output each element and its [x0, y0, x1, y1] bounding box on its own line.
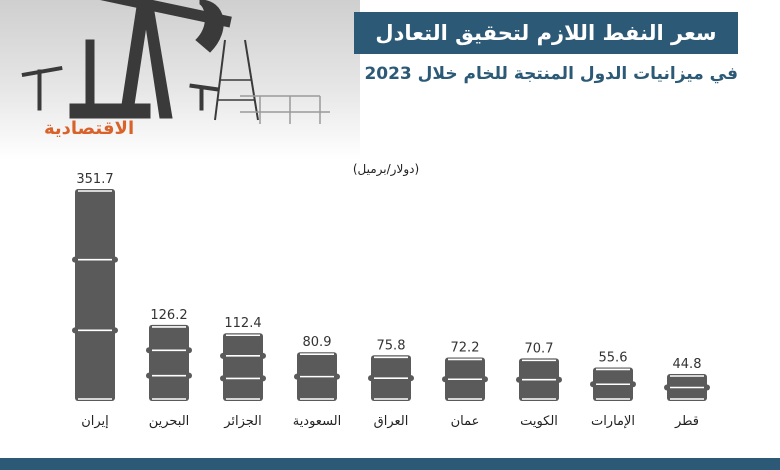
- barrel-hoop-knob: [590, 381, 596, 388]
- category-label: السعودية: [293, 414, 342, 429]
- category-label: العراق: [374, 414, 409, 429]
- category-label: البحرين: [149, 414, 190, 429]
- barrel-bar: [294, 352, 340, 401]
- barrel-bar: [664, 373, 710, 401]
- bar-value-label: 44.8: [673, 357, 702, 372]
- barrel-hoop-knob: [334, 373, 340, 380]
- barrel-body: [223, 333, 263, 401]
- barrel-bar: [442, 357, 488, 401]
- unit-label: (دولار/برميل): [352, 162, 420, 176]
- bar-value-label: 112.4: [224, 316, 261, 331]
- bar-value-label: 72.2: [451, 340, 480, 355]
- barrel-hoop-knob: [664, 384, 670, 391]
- bar-value-label: 55.6: [599, 350, 628, 365]
- barrel-hoop-knob: [186, 372, 192, 379]
- category-label: قطر: [674, 414, 699, 429]
- footer-bar: [0, 458, 780, 470]
- barrel-hoop-knob: [186, 347, 192, 354]
- barrel-hoop-knob: [260, 375, 266, 382]
- bar-value-label: 70.7: [525, 341, 554, 356]
- pumpjack-illustration: [21, 0, 330, 124]
- bar-value-label: 351.7: [76, 172, 113, 187]
- barrel-bar: [590, 367, 636, 401]
- category-label: الجزائر: [223, 414, 262, 429]
- barrel-bar: [220, 333, 266, 401]
- oil-field-photo: [0, 0, 360, 160]
- barrel-hoop-knob: [368, 375, 374, 382]
- barrel-bar: [146, 324, 192, 401]
- category-label: الإمارات: [591, 414, 635, 429]
- barrel-hoop-knob: [408, 375, 414, 382]
- barrel-hoop-knob: [72, 327, 78, 334]
- barrel-hoop-knob: [220, 375, 226, 382]
- barrel-body: [75, 189, 115, 401]
- barrel-hoop-knob: [516, 376, 522, 383]
- barrel-hoop-knob: [482, 376, 488, 383]
- barrel-hoop-knob: [146, 347, 152, 354]
- barrel-hoop-knob: [220, 352, 226, 359]
- barrel-hoop-knob: [442, 376, 448, 383]
- barrel-bar: [516, 358, 562, 401]
- category-label: الكويت: [520, 414, 558, 429]
- barrel-body: [149, 324, 189, 401]
- barrel-hoop-knob: [556, 376, 562, 383]
- brand-logo: الاقتصادية: [44, 118, 135, 139]
- barrel-hoop-knob: [112, 256, 118, 263]
- barrel-bar: [72, 189, 118, 401]
- category-label: عمان: [451, 414, 480, 429]
- barrel-hoop-knob: [112, 327, 118, 334]
- bar-value-label: 80.9: [303, 335, 332, 350]
- barrel-hoop-knob: [146, 372, 152, 379]
- chart-title: سعر النفط اللازم لتحقيق التعادل: [375, 21, 717, 45]
- bar-value-label: 75.8: [377, 338, 406, 353]
- chart-subtitle: في ميزانيات الدول المنتجة للخام خلال 202…: [364, 64, 738, 84]
- barrel-hoop-knob: [294, 373, 300, 380]
- category-label: إيران: [81, 414, 109, 429]
- chart-title-box: سعر النفط اللازم لتحقيق التعادل: [354, 12, 738, 54]
- bar-value-label: 126.2: [150, 308, 187, 323]
- barrel-hoop-knob: [72, 256, 78, 263]
- barrel-bar: [368, 355, 414, 401]
- barrel-hoop-knob: [704, 384, 710, 391]
- barrel-hoop-knob: [630, 381, 636, 388]
- barrel-hoop-knob: [260, 352, 266, 359]
